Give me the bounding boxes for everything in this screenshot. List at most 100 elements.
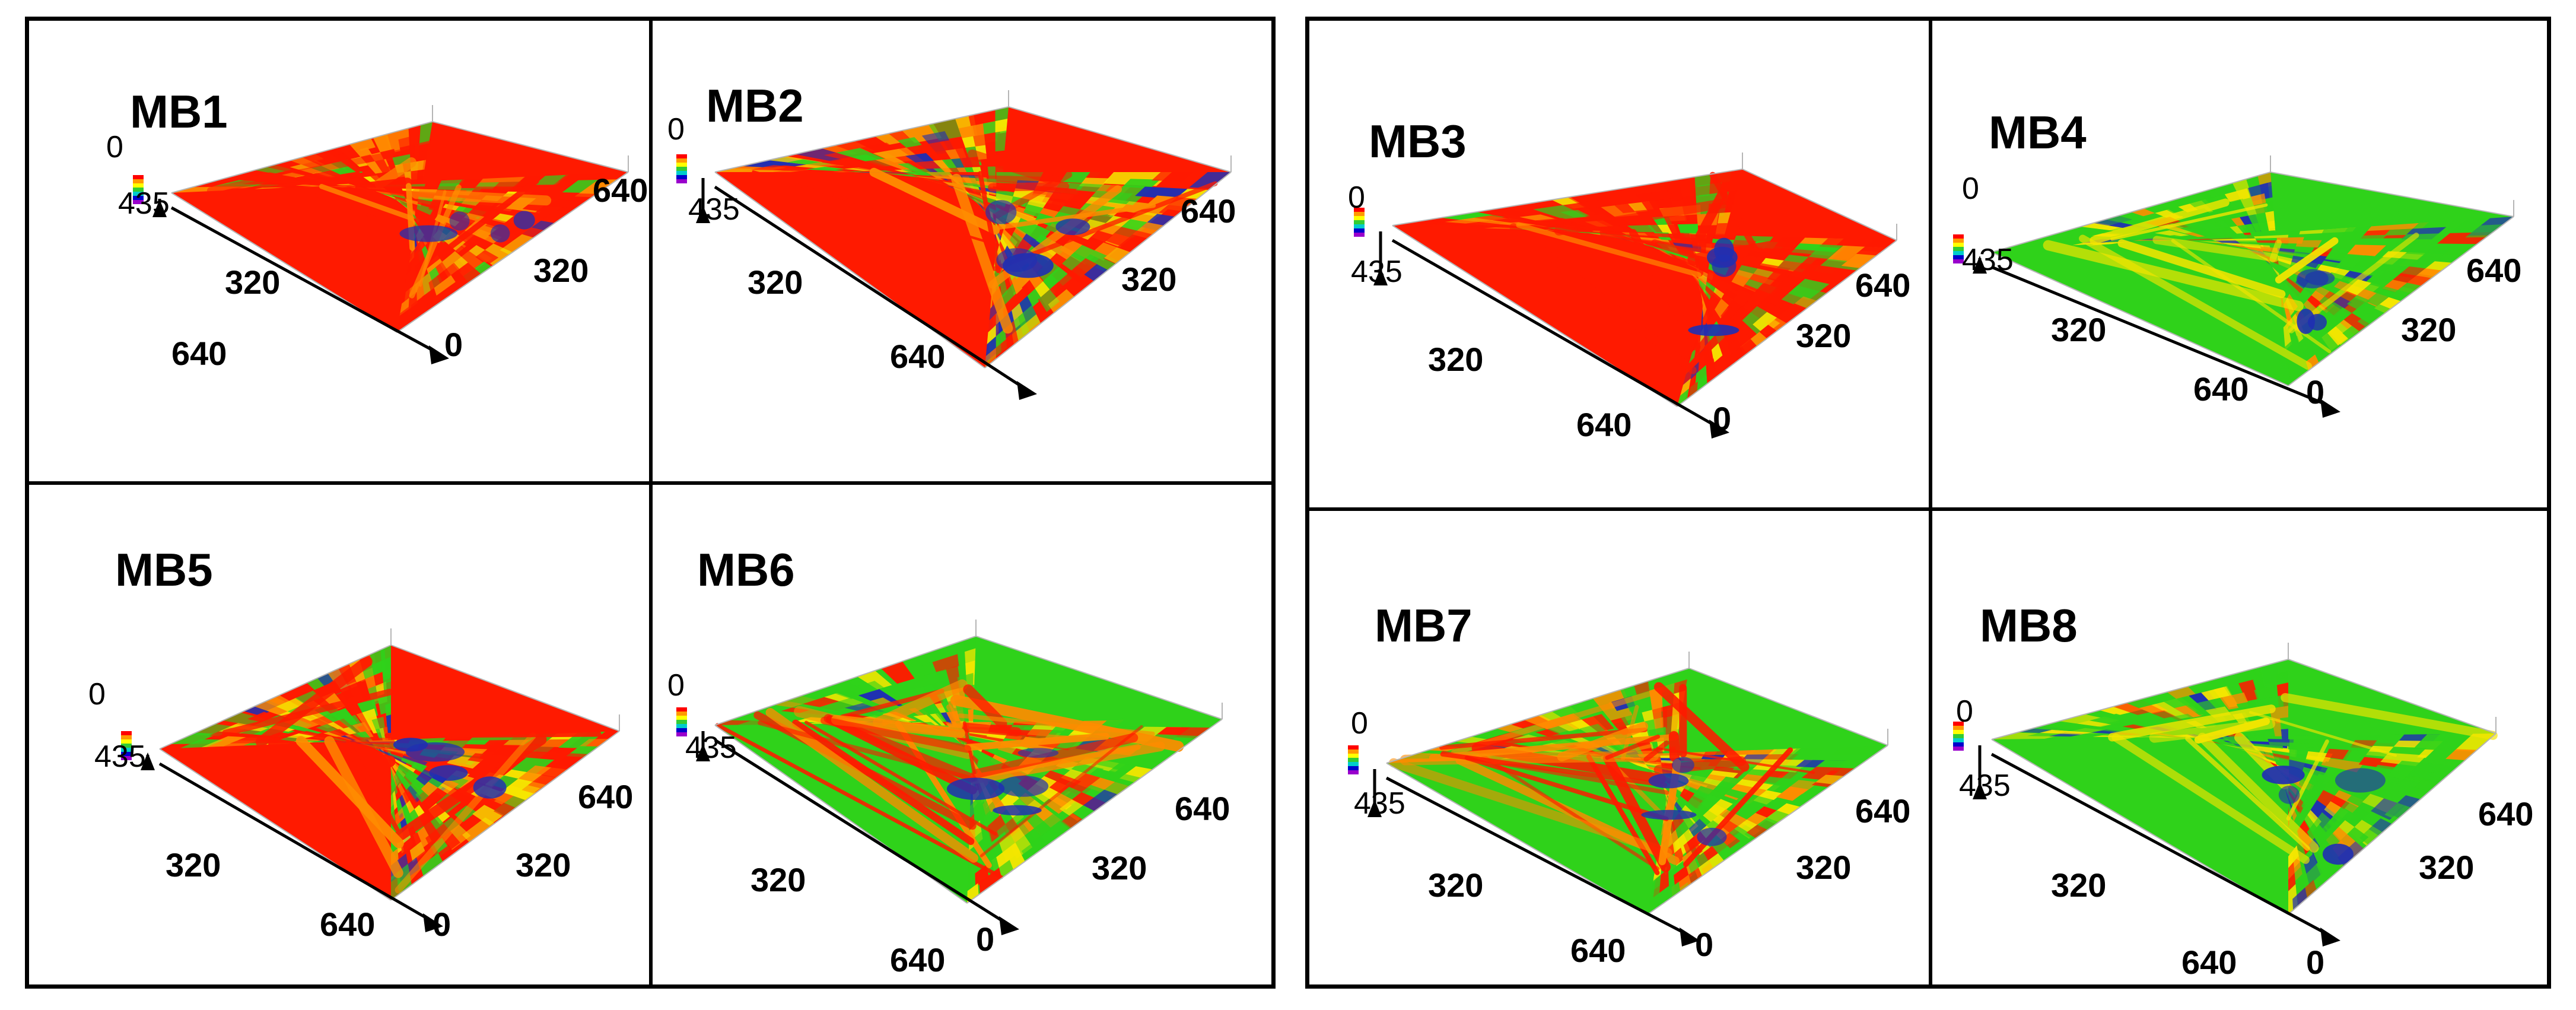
surface-patch xyxy=(967,883,979,903)
grid-line xyxy=(390,644,620,732)
surface-patch xyxy=(402,755,428,767)
grid-line xyxy=(1991,252,2289,386)
x-axis-mid-label: 320 xyxy=(2051,866,2106,904)
z-axis-max-label: 435 xyxy=(1962,243,2014,277)
panel-divider xyxy=(1929,21,1932,984)
z-axis-arrowhead xyxy=(1373,268,1388,285)
surface-streak xyxy=(411,189,552,206)
surface-streak xyxy=(1653,682,1750,772)
surface-streak xyxy=(715,723,1003,879)
surface-streak xyxy=(752,170,998,246)
surface-patch xyxy=(434,783,457,800)
surface-panel-mb4: MB4 435 0 320 640 0 320 640 xyxy=(1932,21,2547,507)
surface-patch xyxy=(1582,714,1615,733)
x-axis-line xyxy=(158,762,428,920)
surface-patch xyxy=(409,841,426,862)
y-axis-mid-label: 320 xyxy=(516,846,571,884)
surface-patch xyxy=(440,779,459,792)
surface-plot: MB1 435 0 320 640 0 320 640 xyxy=(106,85,648,372)
surface-patch xyxy=(2346,244,2386,257)
surface-patch xyxy=(343,177,370,185)
surface-patch xyxy=(1046,793,1076,814)
surface-streak xyxy=(409,178,539,280)
surface-streak xyxy=(831,714,965,738)
surface-patch xyxy=(541,760,578,778)
surface-streak xyxy=(758,720,978,782)
surface-patch xyxy=(2357,304,2391,328)
surface-patch xyxy=(1067,266,1097,289)
colorbar-swatch xyxy=(1953,234,1964,239)
surface-patch xyxy=(2238,679,2259,701)
z-axis-arrowhead xyxy=(141,752,155,770)
colorbar-swatch xyxy=(121,731,132,735)
surface-streak xyxy=(994,203,1156,230)
x-axis-mid-label: 320 xyxy=(2051,311,2106,348)
surface-patch xyxy=(2413,733,2453,750)
surface-patch xyxy=(1104,247,1131,264)
surface-patch xyxy=(222,712,266,726)
colorbar-swatch xyxy=(133,175,144,179)
colorbar-swatch xyxy=(676,732,687,736)
colorbar-swatch xyxy=(1953,726,1964,730)
panel-title: MB8 xyxy=(1980,599,2078,652)
panel-title: MB4 xyxy=(1989,106,2087,158)
surface-streak xyxy=(967,150,1054,184)
surface-streak xyxy=(2043,240,2304,312)
panel-title: MB6 xyxy=(697,544,795,596)
surface-patch xyxy=(881,661,915,684)
surface-streak xyxy=(2275,237,2339,284)
surface-patch xyxy=(399,297,409,316)
surface-patch xyxy=(1686,797,1703,812)
surface-patch xyxy=(1677,388,1689,406)
surface-streak xyxy=(2281,693,2498,740)
grid-line xyxy=(1392,169,1743,226)
surface-streak xyxy=(319,184,415,221)
surface-patch xyxy=(191,723,240,736)
x-axis-arrowhead xyxy=(1709,420,1729,439)
colorbar-swatch xyxy=(133,196,144,200)
colorbar-swatch xyxy=(121,735,132,739)
surface-patch xyxy=(376,747,403,757)
colorbar-swatch xyxy=(1953,247,1964,251)
grid-line xyxy=(1008,106,1232,173)
surface-panel-mb1: MB1 435 0 320 640 0 320 640 xyxy=(29,21,649,481)
surface-patch xyxy=(534,174,569,185)
surface-patch xyxy=(1658,889,1669,907)
x-axis-line xyxy=(1990,752,2325,934)
colorbar-swatch xyxy=(121,744,132,748)
surface-patch xyxy=(1159,197,1198,215)
colorbar-swatch xyxy=(133,183,144,188)
surface-streak xyxy=(346,740,400,832)
surface-patch xyxy=(2174,705,2202,718)
grid-line xyxy=(966,719,1223,904)
x-axis-line xyxy=(714,185,1022,388)
surface-streak xyxy=(1509,223,1697,374)
colorbar-swatch xyxy=(676,720,687,724)
surface-patch xyxy=(437,262,462,286)
surface-streak xyxy=(1599,228,1704,277)
y-axis-mid-label: 320 xyxy=(1121,261,1176,298)
surface-streak xyxy=(395,732,536,894)
surface-patch xyxy=(1706,358,1716,378)
surface-low-area xyxy=(2297,269,2329,289)
surface-low-area xyxy=(513,211,535,230)
surface-streak xyxy=(958,713,1155,736)
colorbar-swatch xyxy=(676,175,687,179)
surface-patch xyxy=(511,757,555,774)
y-axis-mid-label: 320 xyxy=(2401,311,2456,348)
surface-patch xyxy=(420,853,443,876)
surface-patch xyxy=(356,712,374,731)
x-axis-mid-label: 320 xyxy=(748,263,803,301)
y-axis-mid-label: 320 xyxy=(1092,849,1147,887)
z-axis-arrowhead xyxy=(696,744,710,761)
surface-patch xyxy=(1725,346,1747,368)
surface-patch xyxy=(1021,836,1048,860)
grid-line xyxy=(714,636,977,726)
surface-patch xyxy=(915,153,936,164)
surface-patch xyxy=(1082,230,1114,251)
surface-patch xyxy=(2261,662,2279,685)
surface-patch xyxy=(275,186,318,188)
y-axis-end-label: 640 xyxy=(578,778,633,815)
surface-patch xyxy=(2406,253,2447,271)
